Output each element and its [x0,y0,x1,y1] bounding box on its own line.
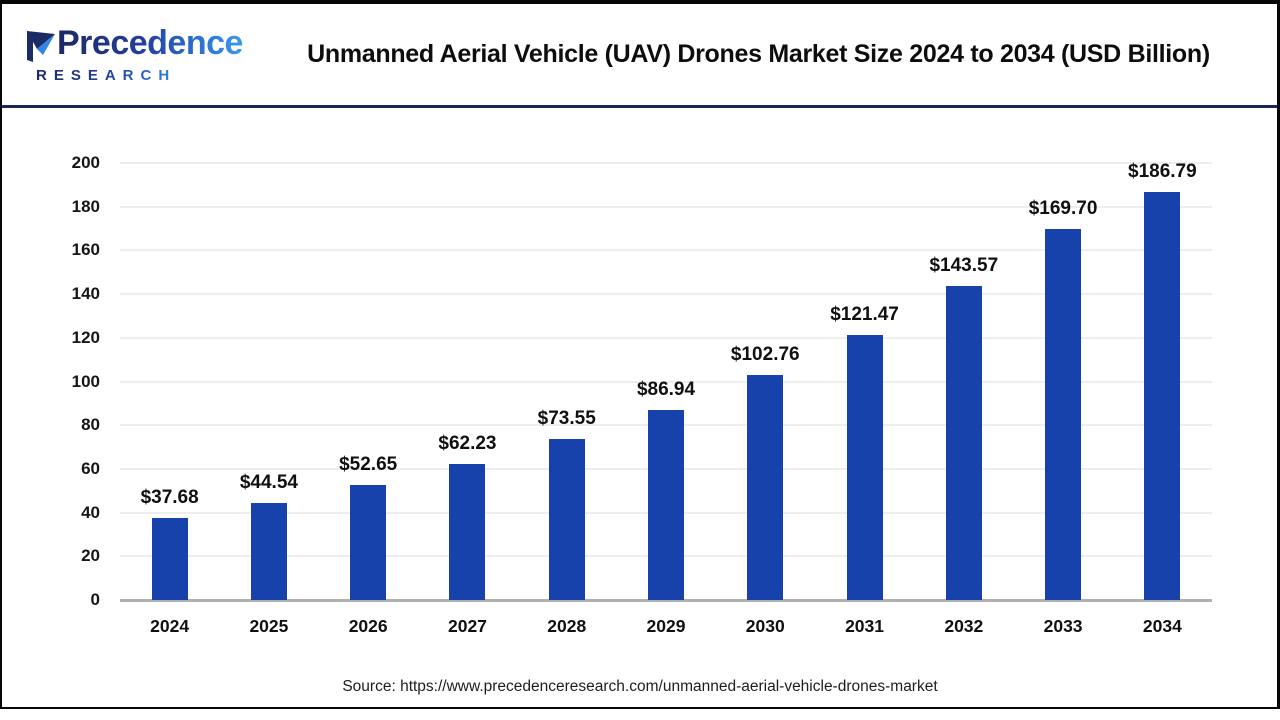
gridline [120,205,1212,208]
bar-value-label: $169.70 [1028,198,1098,220]
bar-value-label: $121.47 [830,303,899,325]
x-axis-label: 2034 [1142,616,1182,636]
y-axis-tick-label: 140 [71,284,100,304]
x-axis: 2024 2025 2026 2027 2028 2029 2030 2031 2032 2033… [120,616,1212,642]
bar [747,375,784,600]
plot-area: $37.68 $44.54 $52.65 $62.23 $73.55 $86.94 $102… [120,160,1212,602]
bar-value-label: $143.57 [929,255,999,277]
header: Precedence RESEARCH Unmanned Aerial Vehi… [2,4,1277,108]
bar-value-label: $73.55 [537,408,596,430]
y-axis-tick-label: 100 [71,371,100,391]
bar [449,464,486,600]
bar [945,286,982,600]
gridline [120,249,1212,252]
y-axis-tick-label: 0 [90,590,100,609]
gridline [120,162,1212,164]
y-axis-tick-label: 180 [71,196,100,216]
y-axis-tick-label: 40 [81,502,100,522]
bar-value-label: $62.23 [438,433,497,455]
bar-value-label: $44.54 [239,471,298,493]
brand-lockup: Precedence [22,26,243,64]
bar [1144,191,1181,600]
x-axis-label: 2033 [1043,616,1083,636]
x-axis-label: 2027 [447,616,487,636]
x-axis-baseline [120,599,1212,602]
y-axis-tick-label: 120 [71,327,100,347]
gridline [120,336,1212,339]
brand-subtitle: RESEARCH [36,66,177,84]
x-axis-label: 2032 [944,616,984,636]
x-axis-label: 2026 [348,616,388,636]
bar-value-label: $186.79 [1128,160,1197,182]
bar [1045,229,1082,600]
gridline [120,380,1212,383]
paper-plane-logo-icon [27,30,55,62]
x-axis-label: 2024 [150,616,190,636]
bar-value-label: $52.65 [339,453,398,475]
y-axis-tick-label: 80 [81,415,100,435]
y-axis-tick-label: 200 [71,153,100,172]
x-axis-label: 2028 [547,616,587,636]
source-text: Source: https://www.precedenceresearch.c… [342,678,938,695]
y-axis-tick-label: 160 [71,240,100,260]
bar-value-label: $37.68 [140,486,199,508]
brand-logo: Precedence RESEARCH [2,26,254,84]
x-axis-label: 2030 [745,616,785,636]
brand-name: Precedence [57,23,243,62]
y-axis-tick-label: 20 [81,546,100,566]
bar [846,334,883,600]
bar-value-label: $102.76 [730,344,800,366]
chart-title: Unmanned Aerial Vehicle (UAV) Drones Mar… [307,40,1210,68]
y-axis-tick-label: 60 [81,458,100,478]
bar [250,502,287,600]
bar [548,439,585,600]
x-axis-label: 2025 [249,616,289,636]
gridline [120,293,1212,296]
x-axis-label: 2031 [845,616,884,636]
x-axis-label: 2029 [646,616,686,636]
bar [648,410,684,600]
bar [151,517,188,600]
bar-value-label: $86.94 [636,379,696,401]
bar [350,484,387,600]
